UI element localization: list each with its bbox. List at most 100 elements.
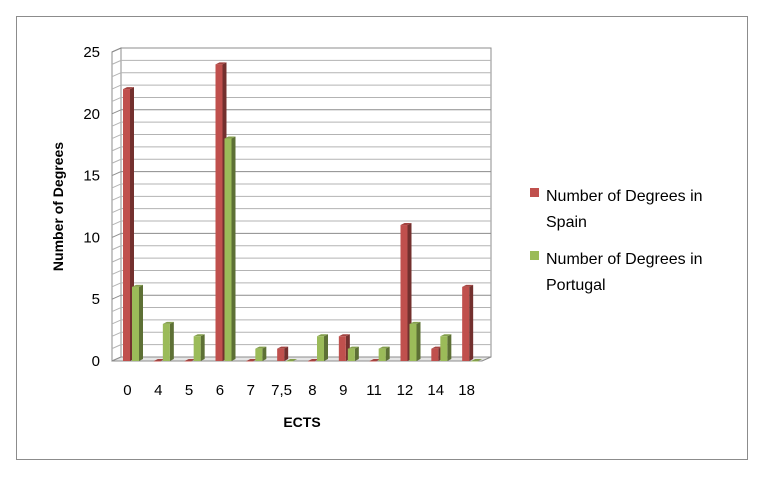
bar-spain: [153, 361, 161, 362]
x-tick-label: 8: [308, 382, 316, 399]
bar-spain: [369, 361, 377, 362]
bar-top: [162, 321, 174, 324]
plot-floor: [111, 356, 492, 362]
gridline-side: [111, 183, 122, 189]
bar-top: [123, 87, 134, 90]
gridline-side: [111, 331, 122, 337]
x-tick-label: 4: [154, 382, 162, 399]
bar-top: [462, 284, 474, 287]
legend-swatch-portugal: [530, 251, 539, 260]
bar-top: [347, 346, 359, 349]
y-tick-label: 0: [92, 353, 100, 370]
bar-spain: [277, 348, 285, 361]
y-tick-label: 5: [92, 291, 100, 308]
x-tick-label: 0: [123, 382, 131, 399]
bar-portugal: [162, 323, 170, 361]
bar-top: [471, 359, 483, 361]
bar-top: [255, 346, 267, 349]
bar-top: [378, 346, 390, 349]
bar-top: [132, 284, 143, 287]
bar-spain: [123, 89, 130, 361]
bar-top: [317, 334, 328, 337]
bar-top: [224, 136, 236, 139]
y-tick-label: 15: [83, 168, 100, 185]
x-tick-label: 7,5: [271, 382, 292, 399]
bar-side: [200, 334, 205, 361]
x-tick-label: 5: [185, 382, 193, 399]
bar-top: [153, 359, 165, 361]
gridline-side: [111, 270, 122, 275]
bar-portugal: [347, 348, 355, 361]
gridline-side: [111, 319, 122, 325]
bar-top: [308, 359, 319, 361]
gridline-side: [111, 96, 122, 102]
gridline-side: [111, 344, 122, 350]
y-tick-label: 25: [83, 44, 100, 61]
bar-top: [193, 334, 205, 337]
bar-portugal: [471, 361, 479, 362]
bar-portugal: [440, 336, 448, 361]
bar-spain: [308, 361, 315, 362]
plot-side-wall: [111, 47, 122, 362]
legend-label-portugal: Number of Degrees in: [546, 251, 703, 268]
bar-portugal: [286, 361, 294, 362]
gridline-side: [111, 121, 122, 127]
gridline-side: [111, 195, 122, 201]
gridline-side: [111, 245, 122, 251]
gridline-side: [111, 171, 122, 177]
gridline-side: [111, 84, 122, 90]
bar-top: [184, 359, 196, 361]
bar-top: [431, 346, 443, 349]
gridline-side: [111, 72, 122, 78]
bar-spain: [246, 361, 254, 362]
gridline-side: [111, 146, 122, 152]
bar-portugal: [193, 336, 201, 361]
x-tick-label: 6: [216, 382, 224, 399]
bar-portugal: [317, 336, 324, 361]
bar-spain: [462, 286, 470, 361]
x-tick-label: 9: [339, 382, 347, 399]
gridline-side: [111, 220, 122, 226]
bar-side: [231, 136, 236, 361]
bar-portugal: [409, 323, 417, 361]
bar-side: [139, 284, 143, 361]
gridline-side: [111, 134, 122, 139]
gridline-side: [111, 109, 122, 115]
bar-side: [469, 284, 474, 361]
x-tick-label: 14: [427, 382, 444, 399]
bar-side: [262, 346, 267, 361]
bar-side: [416, 321, 421, 361]
bar-portugal: [224, 138, 232, 361]
bar-top: [400, 223, 412, 226]
bar-top: [369, 359, 381, 361]
bar-top: [246, 359, 258, 361]
bar-spain: [431, 348, 439, 361]
gridline-side: [111, 232, 122, 238]
bar-portugal: [378, 348, 386, 361]
gridline-side: [111, 59, 122, 65]
plot-back-wall: [120, 47, 492, 358]
legend-label-spain: Spain: [546, 214, 587, 231]
gridline-side: [111, 47, 122, 53]
bar-spain: [338, 336, 346, 361]
bar-top: [215, 62, 227, 65]
bar-side: [324, 334, 328, 361]
x-tick-label: 11: [366, 382, 382, 399]
gridline-side: [111, 257, 122, 263]
gridline-side: [111, 307, 122, 313]
bar-side: [354, 346, 359, 361]
bar-portugal: [132, 286, 139, 361]
gridline-side: [111, 282, 122, 288]
x-tick-label: 18: [458, 382, 475, 399]
x-tick-label: 12: [397, 382, 414, 399]
bar-top: [409, 321, 421, 324]
bar-top: [277, 346, 289, 349]
gridline-side: [111, 208, 122, 214]
bar-top: [286, 359, 298, 361]
bar-side: [284, 346, 289, 361]
bar-portugal: [255, 348, 263, 361]
x-axis-title: ECTS: [283, 414, 320, 430]
y-tick-label: 10: [83, 229, 100, 246]
bar-spain: [215, 64, 223, 362]
